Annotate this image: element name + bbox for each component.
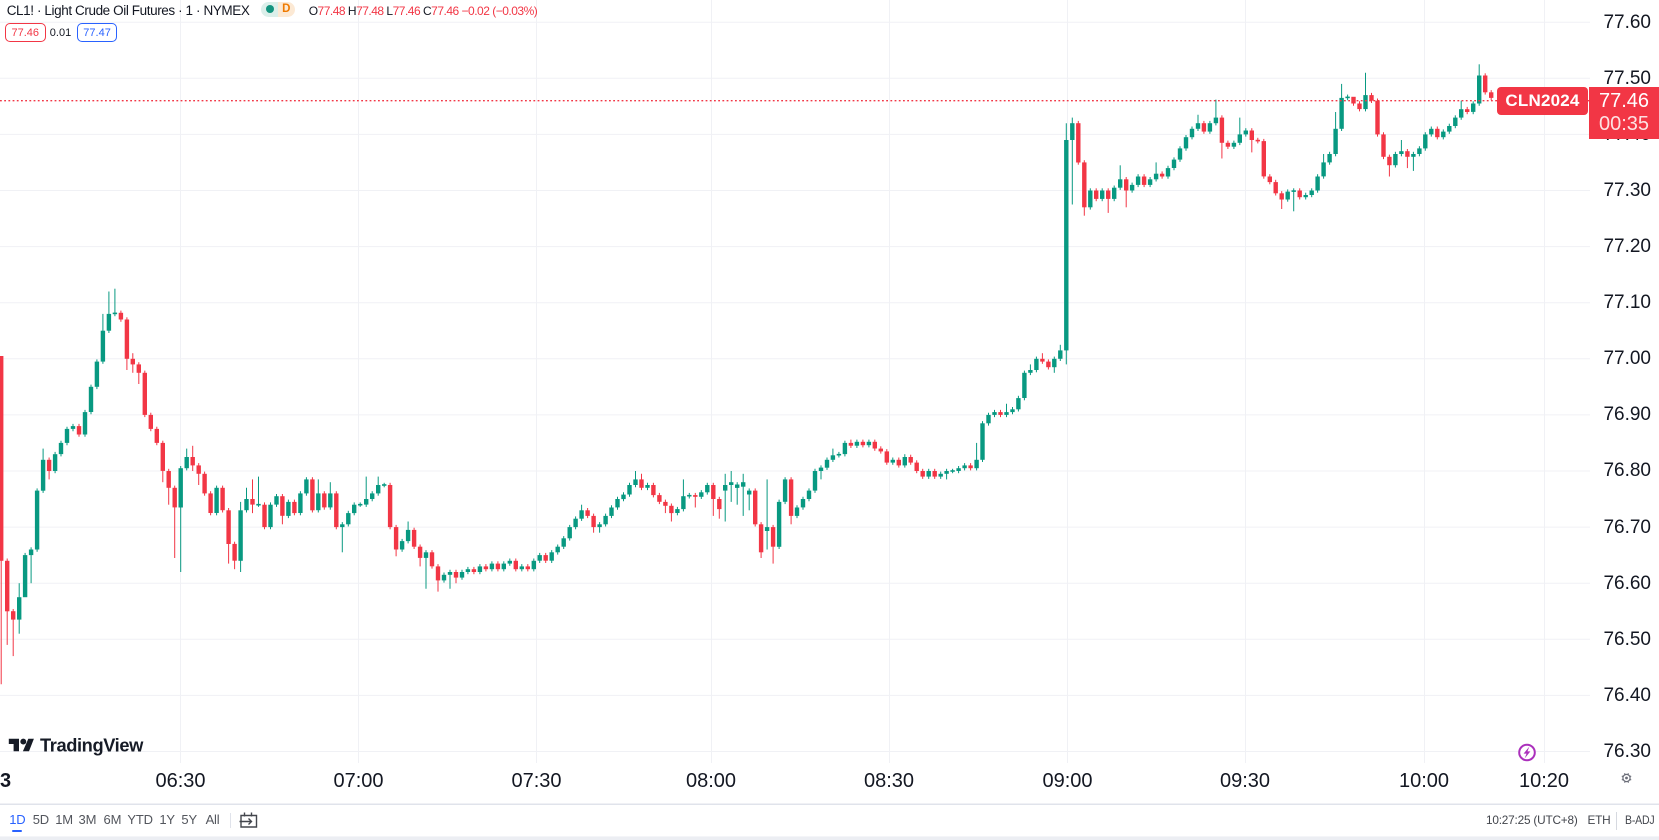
svg-text:TradingView: TradingView [40, 735, 144, 756]
